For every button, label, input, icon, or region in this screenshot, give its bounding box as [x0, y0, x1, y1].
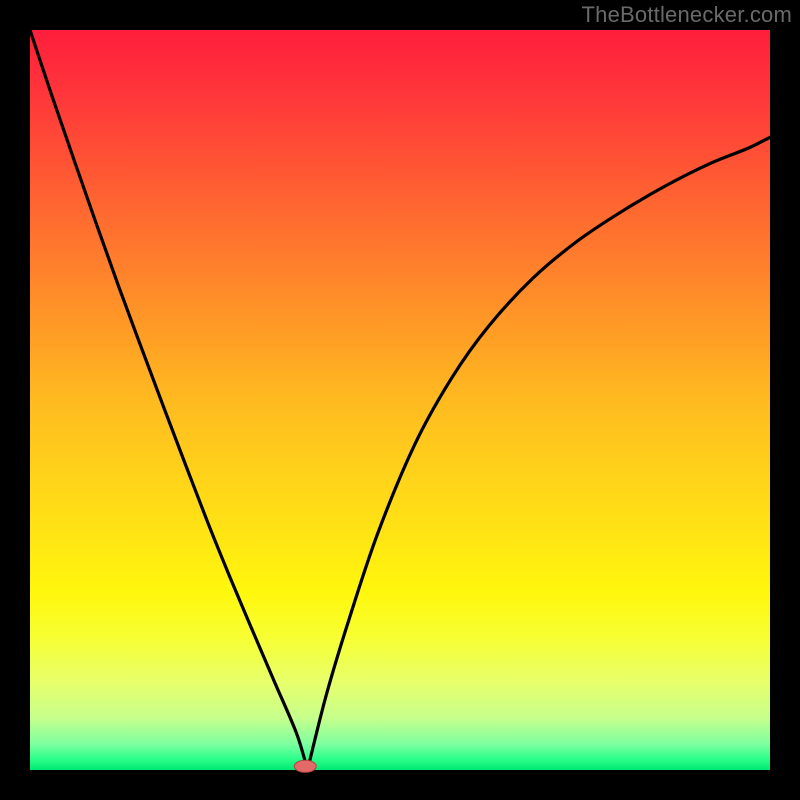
plot-background: [30, 30, 770, 770]
chart-svg: [0, 0, 800, 800]
watermark-text: TheBottlenecker.com: [582, 2, 792, 28]
chart-stage: TheBottlenecker.com: [0, 0, 800, 800]
valley-marker: [294, 760, 316, 772]
